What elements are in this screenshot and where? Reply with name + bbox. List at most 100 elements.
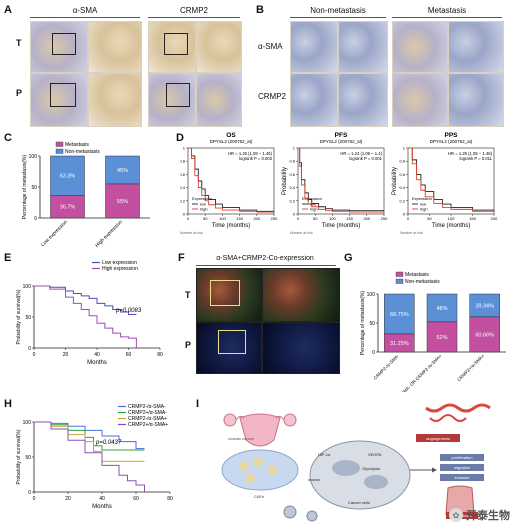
x-tick-label: 150 — [236, 216, 243, 221]
x-tick-label: 100 — [329, 216, 336, 221]
legend-title: Expression — [192, 196, 212, 201]
data-label: 60.66% — [475, 332, 494, 338]
micrograph-met-asma-1 — [392, 21, 448, 73]
watermark-text: 开泰生物 — [466, 510, 510, 522]
micrograph-nonmet-asma-1 — [290, 21, 338, 73]
y-axis-label: Percentage of metastasis(%) — [22, 155, 28, 220]
bar-segment — [426, 321, 458, 353]
micrograph-crmp2-p-zoom — [196, 73, 242, 127]
x-tick-label: 0 — [33, 496, 36, 502]
legend-label-high: high — [200, 207, 208, 212]
legend-label: CRMP2-/α-SMA+ — [128, 416, 167, 422]
legend-label-high: high — [420, 207, 428, 212]
y-axis-label: Probability — [392, 167, 398, 195]
km-curve — [188, 147, 274, 213]
fluorescence-t-zoom — [262, 268, 340, 322]
km-curve — [298, 147, 384, 213]
km-hr: HR = 1.24 (1.09 − 1.4) — [340, 151, 382, 156]
y-tick-label: 0.2 — [180, 198, 186, 203]
y-tick-label: 0.6 — [180, 172, 186, 177]
x-axis-label: Months — [87, 360, 107, 366]
panel-b-row-crmp2: CRMP2 — [258, 92, 287, 101]
survival-curve — [34, 421, 145, 462]
legend-label: CRMP2-/α-SMA- — [128, 404, 166, 410]
label-angiogenesis: angiogenesis — [426, 436, 450, 441]
y-axis-label: Probability — [282, 167, 288, 195]
micrograph-asma-p-overview — [30, 73, 88, 127]
km-probe: DPYSL2 (200762_at) — [210, 139, 253, 144]
km-title: PFS — [335, 132, 348, 139]
panel-letter-b: B — [256, 4, 264, 16]
legend-label: Low expression — [102, 260, 137, 266]
x-tick-label: 0 — [187, 216, 190, 221]
micrograph-asma-t-zoom — [88, 21, 142, 73]
label-hif1a: HIF-1α — [318, 452, 331, 457]
km-hr: HR = 1.25 (1.08 − 1.45) — [228, 151, 273, 156]
fluorescence-p-zoom — [262, 322, 340, 374]
y-tick-label: 0.6 — [399, 172, 405, 177]
data-label: 39.34% — [475, 303, 494, 309]
x-tick-label: 250 — [381, 216, 388, 221]
label-cafs: CAFs — [254, 494, 264, 499]
y-tick-label: 1 — [403, 146, 406, 151]
zoom-region-box — [218, 330, 246, 354]
legend-label: High expression — [102, 266, 138, 272]
y-tick-label: 0 — [28, 490, 31, 496]
km-probe: DPYSL2 (200762_at) — [320, 139, 363, 144]
micrograph-crmp2-t-zoom — [196, 21, 242, 73]
km-hr: HR = 1.25 (1.05 − 1.48) — [448, 151, 493, 156]
panel-letter-c: C — [4, 132, 12, 144]
category-label: High expression — [94, 219, 124, 249]
x-tick-label: 20 — [63, 352, 69, 358]
cancer-cell-illustration — [309, 440, 411, 510]
y-tick-label: 0.8 — [289, 159, 295, 164]
category-label: CRMP2+/α-SMA+ — [456, 353, 485, 382]
bar-segment — [469, 316, 500, 353]
micrograph-nonmet-crmp2-2 — [338, 73, 388, 127]
x-tick-label: 200 — [491, 216, 498, 221]
x-tick-label: 50 — [203, 216, 208, 221]
micrograph-crmp2-p-overview — [148, 73, 196, 127]
y-tick-label: 0 — [34, 216, 37, 222]
km-title: OS — [226, 132, 236, 139]
km-pvalue: logrank P = 0.003 — [239, 156, 273, 161]
legend-label: Metastasis — [65, 142, 89, 148]
x-tick-label: 150 — [346, 216, 353, 221]
y-tick-label: 0.2 — [289, 198, 295, 203]
survival-curve — [34, 421, 145, 450]
header-underline — [196, 265, 336, 266]
bar-segment — [105, 183, 140, 219]
panel-a-title-asma: α-SMA — [72, 6, 98, 15]
legend-swatch — [55, 141, 64, 147]
plot-frame — [187, 147, 275, 215]
x-tick-label: 100 — [219, 216, 226, 221]
data-label: 68.75% — [390, 312, 409, 318]
category-label: Low expression — [40, 219, 69, 248]
legend-title: Expression — [412, 196, 432, 201]
y-tick-label: 0 — [372, 350, 375, 356]
y-tick-label: 100 — [23, 420, 32, 426]
x-tick-label: 60 — [126, 352, 132, 358]
angiogenesis-illustration — [425, 403, 491, 422]
y-tick-label: 50 — [31, 185, 37, 191]
x-tick-label: 40 — [94, 352, 100, 358]
panel-b-title-nonmet: Non-metastasis — [310, 6, 366, 15]
legend-label-low: low — [420, 202, 426, 207]
y-tick-label: 100 — [29, 154, 38, 160]
zoom-region-box — [166, 83, 190, 107]
zoom-region-box — [164, 33, 188, 55]
label-vegfa: VEGFA — [368, 452, 382, 457]
label-ovarian-cancer: ovarian cancer — [228, 436, 255, 441]
legend-label-high: high — [310, 207, 318, 212]
label-migration: migration — [454, 465, 470, 470]
watermark: ✿ 开泰生物 — [449, 507, 510, 523]
x-tick-label: 80 — [167, 496, 173, 502]
bar-segment — [469, 293, 500, 318]
bar-segment — [105, 155, 140, 185]
header-underline — [392, 17, 502, 18]
zoom-region-box — [50, 83, 76, 107]
micrograph-met-asma-2 — [448, 21, 504, 73]
panel-f-row-p: P — [185, 340, 192, 350]
